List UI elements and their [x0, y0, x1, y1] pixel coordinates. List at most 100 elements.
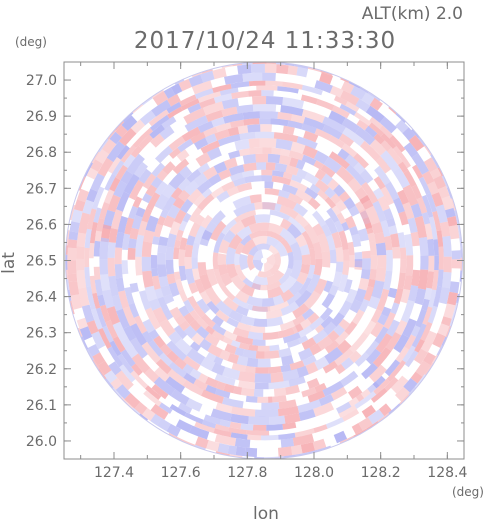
radar-cell — [274, 241, 288, 257]
radar-cell — [266, 280, 282, 291]
radar-cell — [252, 275, 269, 286]
radar-cell — [373, 133, 385, 145]
radar-cell — [313, 160, 324, 170]
y-tick-label: 26.4 — [26, 290, 57, 306]
radar-cell — [214, 373, 236, 386]
radar-cell — [395, 386, 410, 402]
radar-cell — [420, 321, 433, 342]
radar-cell — [160, 208, 170, 219]
radar-cell — [230, 413, 249, 425]
radar-cell — [219, 87, 239, 96]
radar-cell — [333, 184, 346, 197]
radar-cell — [196, 317, 209, 330]
radar-cell — [269, 344, 280, 352]
radar-cell — [386, 360, 406, 382]
radar-cell — [157, 244, 167, 254]
radar-cell — [439, 221, 451, 237]
radar-cell — [266, 270, 285, 285]
radar-cell — [222, 397, 244, 409]
radar-cell — [301, 84, 323, 96]
y-tick-label: 26.3 — [26, 326, 57, 342]
radar-cell — [404, 350, 419, 368]
radar-cell — [115, 164, 128, 181]
radar-cell — [214, 388, 231, 399]
radar-cell — [159, 125, 175, 140]
radar-cell — [266, 230, 284, 243]
radar-cell — [107, 346, 124, 368]
radar-cell — [427, 305, 438, 324]
radar-cell — [119, 364, 136, 383]
radar-cell — [115, 125, 128, 138]
altitude-label: ALT(km) 2.0 — [362, 4, 463, 24]
radar-cell — [255, 351, 265, 359]
radar-cell — [287, 251, 294, 270]
radar-cell — [191, 242, 200, 258]
radar-cell — [179, 320, 191, 332]
radar-cell — [328, 110, 346, 125]
x-tick-label: 127.8 — [227, 465, 267, 481]
radar-cell — [173, 325, 188, 340]
radar-cell — [267, 153, 281, 164]
radar-cell — [107, 257, 116, 277]
radar-cell — [238, 380, 256, 389]
radar-cell — [363, 286, 374, 302]
y-axis-label: lat — [0, 252, 19, 274]
radar-cell — [197, 262, 208, 276]
radar-cell — [351, 423, 363, 435]
radar-cell — [428, 255, 435, 272]
radar-cell — [235, 305, 249, 317]
radar-cell — [236, 225, 252, 240]
radar-cell — [148, 340, 164, 357]
radar-cell — [93, 240, 101, 257]
radar-cell — [276, 195, 297, 210]
radar-cell — [264, 181, 274, 189]
radar-cell — [329, 85, 344, 98]
radar-cell — [341, 357, 354, 370]
radar-cell — [414, 215, 427, 239]
radar-cell — [246, 357, 259, 368]
radar-cell — [422, 170, 435, 185]
radar-cell — [429, 168, 442, 180]
radar-cell — [309, 316, 325, 331]
radar-cell — [328, 135, 345, 149]
radar-cell — [251, 282, 267, 291]
radar-cell — [390, 233, 400, 248]
radar-cell — [194, 278, 205, 294]
radar-cell — [94, 279, 103, 296]
radar-cell — [365, 340, 380, 356]
radar-cell — [107, 194, 121, 213]
radar-cell — [213, 268, 225, 287]
radar-cell — [252, 249, 264, 261]
radar-cell — [274, 162, 288, 173]
radar-cell — [354, 259, 363, 268]
radar-cell — [95, 307, 107, 328]
radar-cell — [344, 215, 357, 229]
radar-cell — [369, 116, 383, 129]
radar-cell — [259, 111, 279, 119]
radar-cell — [175, 338, 193, 356]
radar-cell — [313, 150, 329, 165]
radar-cell — [275, 138, 293, 151]
radar-cell — [261, 90, 274, 97]
radar-cell — [278, 399, 297, 409]
radar-cell — [222, 336, 233, 345]
radar-cell — [235, 242, 245, 255]
radar-cell — [221, 181, 236, 192]
radar-cell — [435, 204, 448, 224]
radar-cell — [338, 230, 349, 251]
radar-cell — [142, 173, 157, 190]
radar-cell — [215, 309, 230, 323]
radar-cell — [268, 380, 290, 390]
radar-cell — [358, 208, 369, 220]
radar-cell — [152, 91, 169, 106]
radar-cell — [168, 172, 186, 190]
radar-cell — [187, 188, 203, 204]
radar-cell — [298, 347, 314, 361]
radar-cell — [230, 172, 244, 182]
radar-cell — [353, 162, 366, 175]
radar-cell — [139, 290, 151, 311]
radar-cell — [218, 239, 231, 254]
radar-cell — [179, 94, 197, 107]
radar-cell — [156, 169, 168, 182]
radar-cell — [368, 364, 387, 383]
